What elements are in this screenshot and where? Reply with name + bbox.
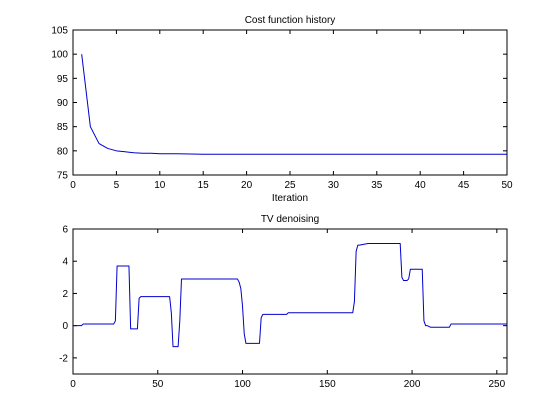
- tv-denoising-ytick-label: 6: [62, 225, 68, 236]
- tv-denoising-ytick-label: 4: [62, 257, 68, 268]
- cost-history-chart: 0 5 10 15 20 25 30 35 40 45 50 75 80 85 90 95 100 105 Cost…: [51, 15, 513, 204]
- tv-denoising-ytick-label: -2: [59, 353, 68, 364]
- cost-history-xlabel: Iteration: [272, 193, 308, 204]
- cost-history-ytick-label: 95: [57, 74, 69, 85]
- cost-history-xtick-label: 30: [328, 180, 340, 191]
- cost-history-title: Cost function history: [245, 15, 336, 26]
- tv-denoising-axes-box: [72, 228, 508, 375]
- cost-history-ytick-label: 80: [57, 146, 69, 157]
- tv-denoising-xtick-label: 150: [319, 379, 336, 390]
- tv-denoising-ytick-label: 0: [62, 321, 68, 332]
- tv-denoising-xtick-label: 0: [70, 379, 76, 390]
- tv-denoising-xtick-label: 200: [404, 379, 421, 390]
- cost-history-ytick-label: 100: [51, 50, 68, 61]
- cost-history-ytick-label: 90: [57, 98, 69, 109]
- cost-history-xtick-label: 45: [458, 180, 470, 191]
- tv-denoising-xtick-label: 250: [488, 379, 505, 390]
- tv-denoising-chart: 0 50 100 150 200 250 -2 0 2 4 6 TV denoising: [59, 214, 508, 390]
- cost-history-series-line: [81, 54, 507, 155]
- cost-history-xtick-label: 10: [154, 180, 166, 191]
- tv-denoising-series-line: [73, 243, 507, 348]
- cost-history-xtick-label: 20: [241, 180, 253, 191]
- cost-history-ytick-label: 85: [57, 122, 69, 133]
- cost-history-xtick-label: 50: [501, 180, 513, 191]
- cost-history-xtick-label: 5: [114, 180, 120, 191]
- cost-history-ytick-label: 105: [51, 26, 68, 37]
- cost-history-xtick-label: 15: [198, 180, 210, 191]
- cost-history-xtick-label: 0: [70, 180, 76, 191]
- cost-history-ytick-label: 75: [57, 171, 69, 182]
- cost-history-xtick-label: 35: [371, 180, 383, 191]
- tv-denoising-ytick-label: 2: [62, 289, 68, 300]
- tv-denoising-xtick-label: 100: [234, 379, 251, 390]
- tv-denoising-title: TV denoising: [261, 214, 319, 225]
- cost-history-xtick-label: 40: [415, 180, 427, 191]
- tv-denoising-xtick-label: 50: [152, 379, 164, 390]
- cost-history-xtick-label: 25: [284, 180, 296, 191]
